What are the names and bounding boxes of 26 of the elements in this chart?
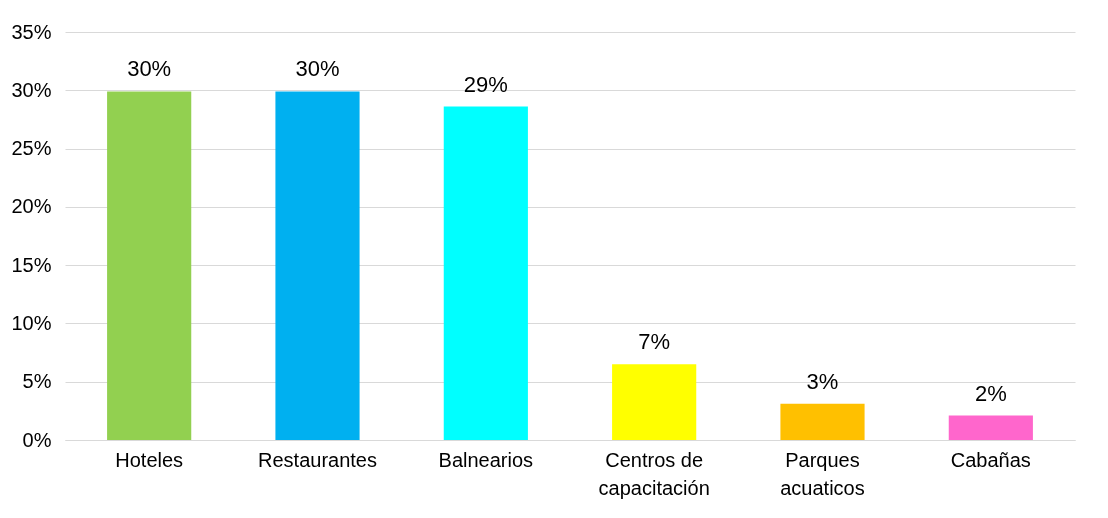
y-tick-label: 10%	[11, 311, 52, 334]
y-tick-label: 35%	[11, 20, 52, 43]
bar	[948, 415, 1033, 440]
y-tick-label: 25%	[11, 137, 52, 160]
x-tick-label: Cabañas	[950, 448, 1031, 471]
bar	[107, 91, 192, 440]
y-tick-label: 15%	[11, 253, 52, 276]
data-label: 29%	[463, 71, 508, 97]
data-label: 30%	[127, 56, 172, 82]
data-label: 7%	[638, 329, 671, 355]
y-tick-label: 20%	[11, 195, 52, 218]
data-label: 3%	[806, 368, 839, 394]
x-tick-label: Parques acuaticos	[780, 448, 865, 499]
x-tick-label: Centros de capacitación	[598, 448, 710, 499]
x-tick-label: Balnearios	[438, 448, 534, 471]
y-tick-label: 30%	[11, 78, 52, 101]
x-tick-label: Hoteles	[115, 448, 184, 471]
bar	[780, 403, 865, 440]
data-label: 2%	[974, 380, 1007, 406]
y-tick-label: 5%	[22, 370, 52, 393]
data-label: 30%	[295, 56, 340, 82]
bar	[612, 364, 697, 440]
bar	[443, 106, 528, 440]
x-tick-label: Restaurantes	[258, 448, 377, 471]
bar	[275, 91, 360, 440]
y-tick-label: 0%	[22, 428, 52, 451]
